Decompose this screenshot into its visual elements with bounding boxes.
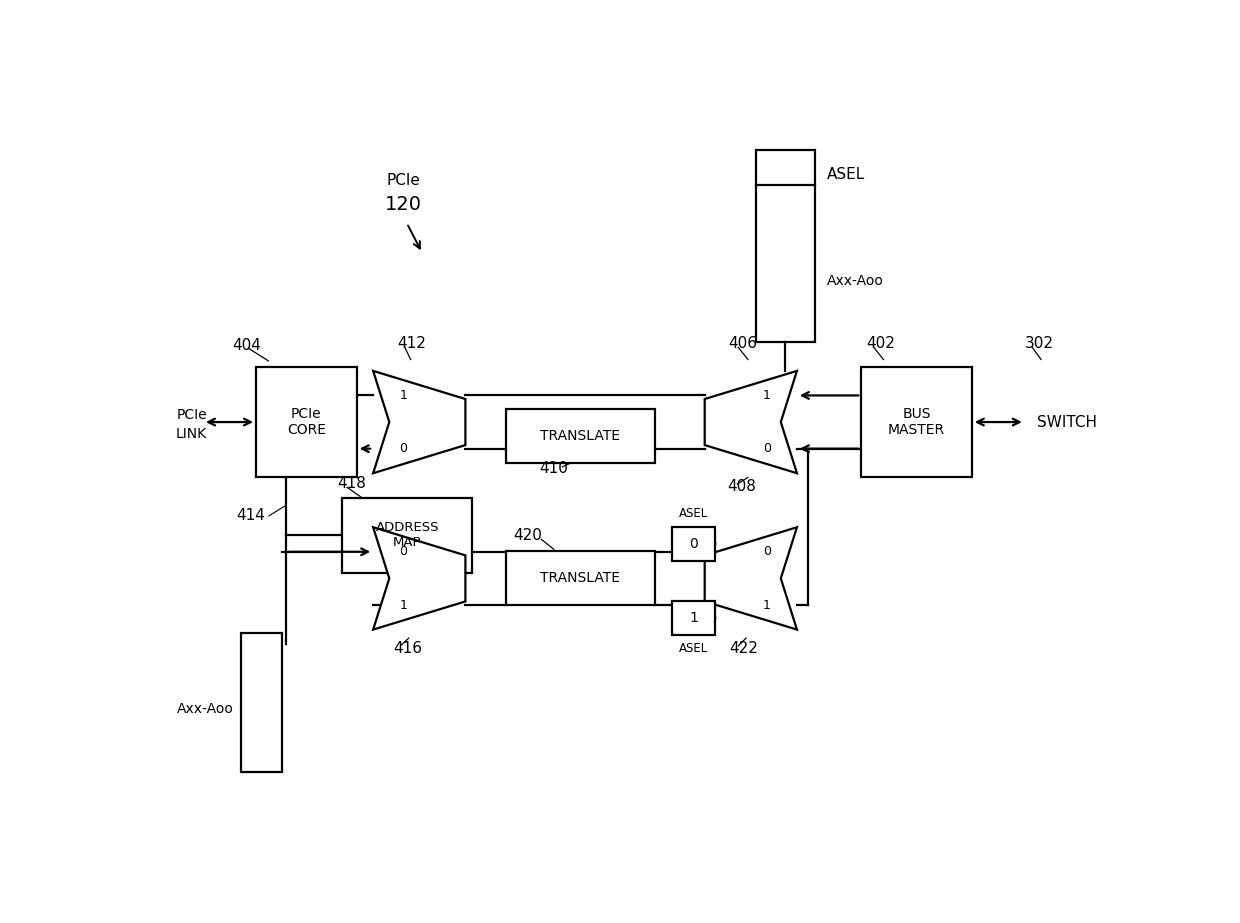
Text: 412: 412: [397, 336, 427, 352]
Text: ADDRESS
MAP: ADDRESS MAP: [376, 521, 439, 549]
Text: BUS
MASTER: BUS MASTER: [888, 407, 945, 437]
Text: ASEL: ASEL: [680, 641, 708, 654]
Text: 402: 402: [866, 336, 895, 352]
Text: TRANSLATE: TRANSLATE: [541, 429, 620, 443]
Text: 0: 0: [763, 545, 771, 558]
Bar: [672, 601, 715, 635]
Text: 1: 1: [763, 598, 771, 612]
Text: TRANSLATE: TRANSLATE: [541, 571, 620, 585]
Text: SWITCH: SWITCH: [1037, 414, 1097, 429]
Text: 416: 416: [393, 641, 423, 656]
Text: 0: 0: [689, 536, 698, 551]
Text: 422: 422: [729, 641, 759, 656]
Text: 1: 1: [689, 611, 698, 625]
Text: 0: 0: [763, 442, 771, 455]
Text: ASEL: ASEL: [827, 167, 866, 182]
Text: 120: 120: [384, 195, 422, 214]
Text: 404: 404: [232, 338, 260, 353]
Bar: [342, 498, 472, 572]
Text: PCIe: PCIe: [386, 173, 420, 188]
Polygon shape: [704, 527, 797, 629]
Text: LINK: LINK: [176, 427, 207, 441]
Text: ASEL: ASEL: [680, 508, 708, 521]
Text: Axx-Aoo: Axx-Aoo: [827, 274, 884, 288]
Text: 406: 406: [729, 336, 758, 352]
Text: PCIe
CORE: PCIe CORE: [286, 407, 326, 437]
Bar: [506, 551, 655, 605]
Text: 1: 1: [763, 389, 771, 402]
Text: 0: 0: [399, 545, 407, 558]
Polygon shape: [373, 371, 465, 473]
Text: 0: 0: [399, 442, 407, 455]
Text: Axx-Aoo: Axx-Aoo: [177, 702, 234, 716]
Text: PCIe: PCIe: [176, 408, 207, 422]
Text: 418: 418: [337, 476, 367, 491]
Bar: [506, 409, 655, 462]
Text: 1: 1: [399, 598, 407, 612]
Bar: [862, 366, 972, 477]
Bar: [255, 366, 357, 477]
Bar: [672, 526, 715, 560]
Polygon shape: [704, 371, 797, 473]
Text: 420: 420: [513, 528, 542, 543]
Text: 408: 408: [727, 478, 755, 494]
Polygon shape: [373, 527, 465, 629]
Text: 414: 414: [236, 509, 265, 523]
Text: 410: 410: [539, 461, 568, 475]
Text: 302: 302: [1024, 336, 1054, 352]
Bar: [755, 150, 815, 342]
Text: 1: 1: [399, 389, 407, 402]
Bar: [242, 633, 281, 772]
